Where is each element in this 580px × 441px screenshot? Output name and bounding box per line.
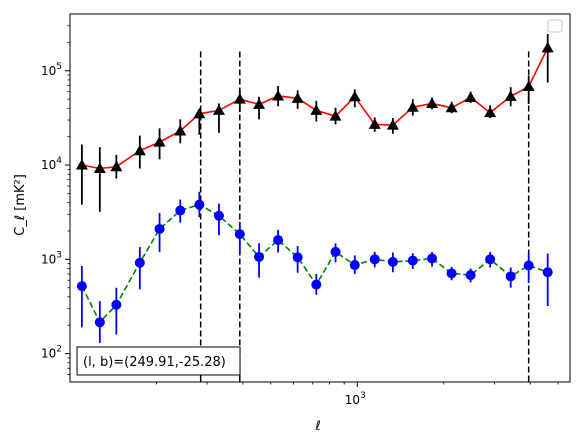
triangle-point-4 <box>153 136 166 147</box>
circle-point-13 <box>330 246 341 257</box>
circle-point-12 <box>311 279 322 290</box>
circle-point-20 <box>465 270 476 281</box>
circle-point-17 <box>407 255 418 266</box>
triangle-point-14 <box>348 90 361 102</box>
triangle-point-9 <box>253 98 266 109</box>
circle-point-24 <box>542 267 553 278</box>
circle-point-4 <box>154 223 165 234</box>
triangle-point-16 <box>386 119 399 130</box>
circle-point-8 <box>234 229 245 240</box>
circle-point-23 <box>523 260 534 271</box>
circle-point-16 <box>387 256 398 267</box>
triangle-point-11 <box>291 92 304 103</box>
circle-point-2 <box>111 299 122 310</box>
triangle-point-12 <box>310 104 323 115</box>
triangle-point-19 <box>445 101 458 113</box>
circle-point-14 <box>349 260 360 271</box>
circle-point-5 <box>175 205 186 216</box>
circle-point-0 <box>76 281 87 292</box>
annotation-text: (l, b)=(249.91,-25.28) <box>83 355 226 370</box>
circle-point-21 <box>485 254 496 265</box>
triangle-point-6 <box>193 107 206 119</box>
triangle-point-10 <box>272 89 285 101</box>
triangle-point-2 <box>110 160 123 172</box>
circle-point-9 <box>254 251 265 262</box>
circle-point-1 <box>94 317 105 328</box>
triangle-point-15 <box>368 118 381 129</box>
plot-area <box>70 14 570 382</box>
triangle-point-17 <box>406 101 419 112</box>
circle-point-6 <box>194 199 205 210</box>
triangle-point-21 <box>484 106 497 118</box>
triangle-point-23 <box>522 80 535 92</box>
triangle-point-5 <box>174 124 187 136</box>
circle-point-3 <box>134 257 145 268</box>
circle-point-15 <box>369 254 380 265</box>
triangle-point-7 <box>212 104 225 115</box>
circle-point-7 <box>213 210 224 221</box>
triangle-point-24 <box>541 41 554 53</box>
triangle-point-8 <box>233 93 246 104</box>
triangle-point-3 <box>133 144 146 156</box>
triangle-point-1 <box>93 162 106 173</box>
triangle-point-22 <box>504 90 517 101</box>
annotation-box: (l, b)=(249.91,-25.28) <box>76 346 241 376</box>
markers <box>75 41 554 328</box>
triangle-point-18 <box>426 97 439 108</box>
circle-point-22 <box>505 271 516 282</box>
legend-box <box>547 19 563 33</box>
triangle-point-0 <box>75 159 88 170</box>
circle-point-10 <box>273 235 284 246</box>
x-axis-label: ℓ <box>314 419 320 434</box>
y-axis-label: C_ℓ [mK²] <box>13 174 28 236</box>
circle-point-19 <box>446 268 457 279</box>
circle-point-18 <box>427 253 438 264</box>
triangle-point-13 <box>329 110 342 121</box>
triangle-point-20 <box>464 91 477 103</box>
circle-point-11 <box>292 252 303 263</box>
plot-frame <box>69 13 571 383</box>
